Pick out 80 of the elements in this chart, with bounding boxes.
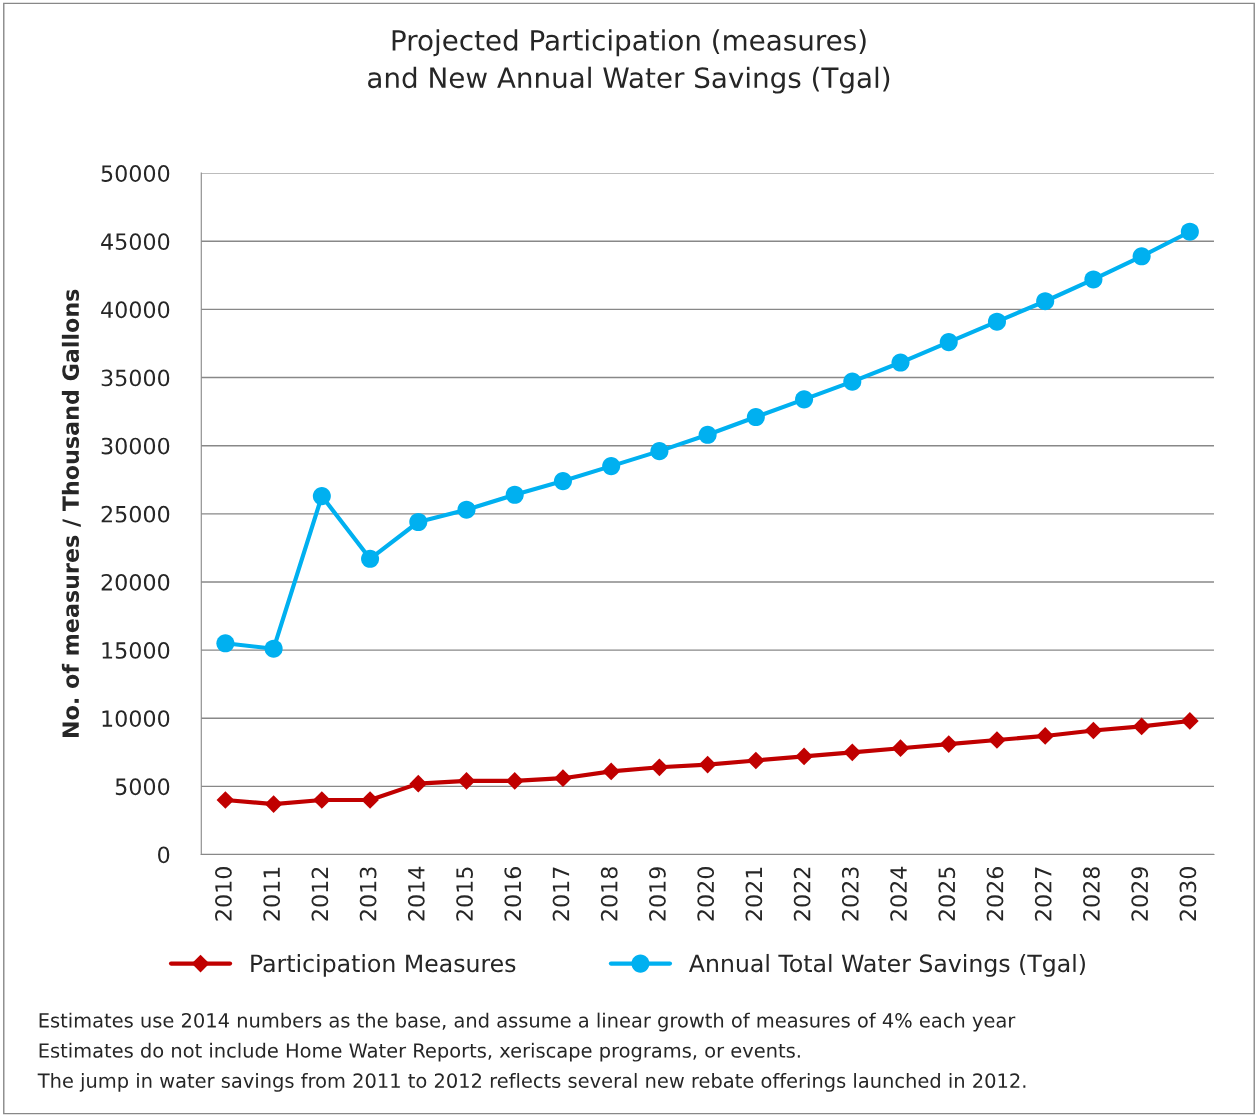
point [1132, 247, 1151, 266]
point [843, 372, 862, 391]
point [1180, 222, 1199, 241]
y-tick-label: 25000 [101, 505, 170, 523]
point [361, 791, 379, 809]
point [843, 743, 862, 762]
point [891, 353, 910, 372]
point [988, 731, 1006, 749]
point [457, 772, 476, 790]
point [602, 762, 621, 781]
point [939, 333, 958, 352]
x-tick-label: 2018 [600, 867, 618, 921]
point [795, 747, 813, 766]
x-tick-label: 2027 [1034, 867, 1052, 921]
point [264, 639, 283, 658]
x-tick-label: 2022 [793, 867, 811, 921]
point [457, 500, 476, 519]
y-tick-label: 20000 [101, 573, 170, 591]
x-tick-label: 2030 [1179, 867, 1197, 921]
point [554, 769, 572, 788]
x-tick-label: 2023 [841, 867, 859, 921]
text: The jump in water savings from 2011 to 2012 reflects several new rebate offerings launched in 2012. [37, 1072, 1026, 1092]
point [1036, 727, 1055, 745]
point [409, 512, 428, 532]
point [312, 487, 331, 506]
point [891, 739, 910, 758]
point [216, 634, 235, 653]
y-tick-label: 0 [158, 846, 170, 864]
x-tick-label: 2012 [311, 867, 329, 921]
x-tick-label: 2019 [649, 867, 666, 921]
y-tick-label: 45000 [101, 233, 170, 251]
x-tick-label: 2011 [263, 867, 281, 921]
point [698, 755, 717, 774]
x-tick-label: 2024 [890, 866, 907, 921]
y-tick-label: 40000 [101, 301, 170, 319]
legend-label: Participation Measures [251, 953, 516, 977]
x-tick-label: 2014 [407, 866, 425, 921]
point [361, 549, 380, 568]
y-axis-title: No. of measures / Thousand Gallons [61, 289, 81, 737]
legend-label: Annual Total Water Savings (Tgal) [689, 953, 1085, 977]
point [602, 457, 621, 476]
x-tick-label: 2021 [745, 867, 763, 921]
point [1084, 721, 1103, 740]
point [505, 485, 524, 504]
point [1132, 717, 1151, 736]
x-tick-label: 2010 [215, 867, 232, 921]
point [987, 312, 1006, 331]
point [698, 425, 717, 444]
x-tick-label: 2017 [552, 867, 570, 921]
point [795, 390, 814, 409]
x-tick-label: 2020 [697, 867, 715, 921]
point [1084, 270, 1103, 289]
point [747, 751, 765, 770]
y-tick-label: 50000 [101, 165, 170, 182]
point [553, 472, 572, 491]
point [216, 791, 235, 809]
text: Estimates do not include Home Water Reports, xeriscape programs, or events. [39, 1042, 800, 1062]
point [313, 791, 331, 809]
point [650, 442, 669, 461]
chart-title: Projected Participation (measures) and New Annual Water Savings (Tgal) [368, 29, 890, 94]
point [650, 758, 669, 777]
point [409, 774, 428, 793]
y-tick-label: 15000 [102, 642, 170, 659]
x-tick-label: 2025 [938, 867, 956, 921]
x-tick-label: 2015 [456, 867, 473, 921]
point [746, 408, 765, 427]
text: Estimates use 2014 numbers as the base, and assume a linear growth of measures of 4% each year [39, 1012, 1016, 1032]
point [939, 735, 958, 753]
x-tick-label: 2016 [504, 867, 522, 921]
x-tick-label: 2028 [1083, 867, 1100, 921]
x-tick-label: 2013 [359, 867, 377, 921]
point [1036, 292, 1055, 311]
point [264, 795, 283, 813]
y-tick-label: 30000 [101, 437, 170, 455]
y-tick-label: 5000 [115, 778, 170, 796]
x-tick-label: 2029 [1131, 867, 1149, 921]
x-tick-label: 2026 [986, 867, 1004, 921]
y-tick-label: 35000 [101, 369, 170, 387]
point [1181, 712, 1199, 730]
y-tick-label: 10000 [102, 710, 170, 727]
